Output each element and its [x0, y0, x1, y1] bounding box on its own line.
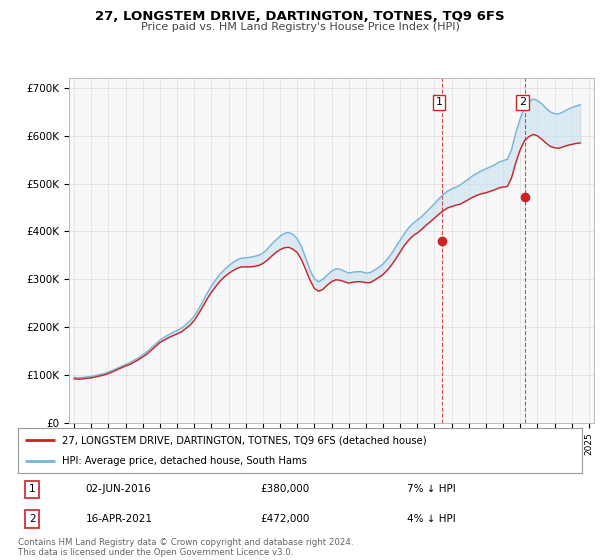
Text: 2: 2	[29, 514, 35, 524]
Text: 4% ↓ HPI: 4% ↓ HPI	[407, 514, 456, 524]
Text: £472,000: £472,000	[260, 514, 310, 524]
Text: 7% ↓ HPI: 7% ↓ HPI	[407, 484, 456, 494]
Text: 02-JUN-2016: 02-JUN-2016	[86, 484, 152, 494]
Text: 16-APR-2021: 16-APR-2021	[86, 514, 152, 524]
Text: 1: 1	[436, 97, 443, 108]
Text: 2: 2	[519, 97, 526, 108]
Text: 1: 1	[29, 484, 35, 494]
Text: Price paid vs. HM Land Registry's House Price Index (HPI): Price paid vs. HM Land Registry's House …	[140, 22, 460, 32]
Text: 27, LONGSTEM DRIVE, DARTINGTON, TOTNES, TQ9 6FS: 27, LONGSTEM DRIVE, DARTINGTON, TOTNES, …	[95, 10, 505, 23]
Text: 27, LONGSTEM DRIVE, DARTINGTON, TOTNES, TQ9 6FS (detached house): 27, LONGSTEM DRIVE, DARTINGTON, TOTNES, …	[62, 436, 427, 446]
Text: HPI: Average price, detached house, South Hams: HPI: Average price, detached house, Sout…	[62, 456, 307, 466]
Text: Contains HM Land Registry data © Crown copyright and database right 2024.
This d: Contains HM Land Registry data © Crown c…	[18, 538, 353, 557]
Text: £380,000: £380,000	[260, 484, 310, 494]
